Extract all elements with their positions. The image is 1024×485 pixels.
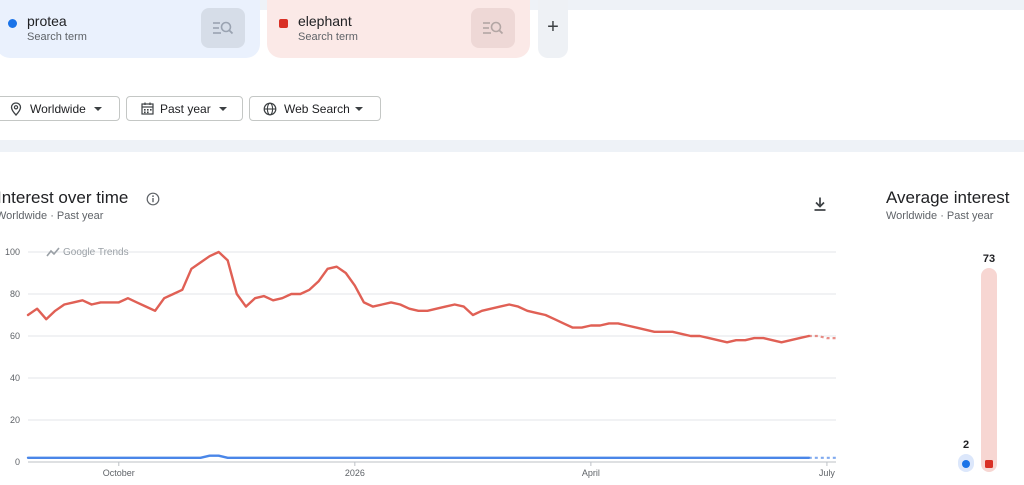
watermark-text: Google Trends bbox=[63, 247, 129, 258]
interest-over-time-chart: 0 20 40 60 80 100 October 2026 April July Google… bbox=[5, 247, 836, 478]
average-value-label: 2 bbox=[963, 439, 969, 451]
term-color-dot bbox=[8, 19, 17, 28]
location-filter-label: Worldwide bbox=[30, 102, 86, 116]
term-color-square bbox=[985, 460, 993, 468]
time-filter-label: Past year bbox=[160, 102, 211, 116]
x-tick-label: October bbox=[103, 468, 135, 478]
term-color-square bbox=[279, 19, 288, 28]
y-tick-label: 40 bbox=[10, 373, 20, 383]
average-interest-chart: 2 73 bbox=[958, 253, 997, 472]
plus-icon: + bbox=[547, 16, 559, 38]
property-filter-label: Web Search bbox=[284, 102, 350, 116]
term-name[interactable]: elephant bbox=[298, 13, 352, 29]
location-pin-icon bbox=[10, 102, 22, 116]
series-partial-elephant bbox=[808, 334, 836, 340]
x-tick-label: July bbox=[819, 468, 836, 478]
term-card-protea[interactable]: protea Search term bbox=[0, 0, 260, 58]
term-name[interactable]: protea bbox=[27, 13, 67, 29]
caret-down-icon bbox=[94, 107, 102, 111]
term-type: Search term bbox=[298, 31, 358, 43]
info-icon[interactable] bbox=[146, 192, 160, 206]
location-filter[interactable]: Worldwide bbox=[0, 96, 120, 121]
search-suggestions-button[interactable] bbox=[471, 8, 515, 48]
x-tick-label: 2026 bbox=[345, 468, 365, 478]
globe-icon bbox=[263, 102, 277, 116]
y-tick-label: 100 bbox=[5, 247, 20, 257]
calendar-icon bbox=[141, 102, 154, 115]
series-line-protea bbox=[26, 454, 810, 459]
average-bar-elephant bbox=[981, 268, 997, 472]
x-tick-label: April bbox=[582, 468, 600, 478]
average-interest-title: Average interest bbox=[886, 188, 1010, 207]
interest-over-time-subtitle: Worldwide · Past year bbox=[0, 210, 104, 222]
caret-down-icon bbox=[355, 107, 363, 111]
average-interest-subtitle: Worldwide · Past year bbox=[886, 210, 994, 222]
series-line-elephant bbox=[26, 250, 810, 344]
list-search-icon bbox=[213, 21, 234, 35]
term-card-elephant[interactable]: elephant Search term bbox=[267, 0, 530, 58]
list-search-icon bbox=[483, 21, 504, 35]
section-divider bbox=[0, 140, 1024, 152]
add-comparison-button[interactable]: + bbox=[538, 0, 568, 58]
y-tick-label: 0 bbox=[15, 457, 20, 467]
y-tick-label: 20 bbox=[10, 415, 20, 425]
time-filter[interactable]: Past year bbox=[126, 96, 243, 121]
search-suggestions-button[interactable] bbox=[201, 8, 245, 48]
interest-over-time-title: Interest over time bbox=[0, 188, 129, 207]
download-icon[interactable] bbox=[812, 196, 828, 212]
term-color-dot bbox=[962, 460, 970, 468]
caret-down-icon bbox=[219, 107, 227, 111]
average-value-label: 73 bbox=[983, 253, 995, 265]
property-filter[interactable]: Web Search bbox=[249, 96, 381, 121]
y-tick-label: 60 bbox=[10, 331, 20, 341]
term-type: Search term bbox=[27, 31, 87, 43]
y-tick-label: 80 bbox=[10, 289, 20, 299]
google-trends-watermark: Google Trends bbox=[46, 247, 129, 258]
